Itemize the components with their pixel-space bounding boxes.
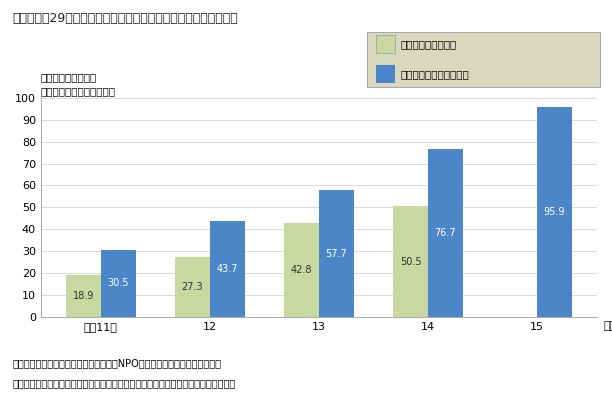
Text: （無洗米：万トン）: （無洗米：万トン）: [41, 72, 97, 82]
Text: （自動食器洗い機：万台）: （自動食器洗い機：万台）: [41, 86, 116, 96]
Text: 76.7: 76.7: [435, 228, 456, 238]
Text: ２．　自動食器洗い機販売台数：経済産業省「生産動態統計」より作成。: ２． 自動食器洗い機販売台数：経済産業省「生産動態統計」より作成。: [12, 378, 236, 388]
Text: 18.9: 18.9: [73, 291, 94, 301]
Text: 27.3: 27.3: [182, 282, 203, 292]
Bar: [101, 250, 136, 317]
Bar: [175, 257, 210, 317]
Text: 30.5: 30.5: [108, 279, 129, 288]
Bar: [428, 149, 463, 317]
Bar: [537, 107, 572, 317]
Text: 自動食器洗い機販売台数: 自動食器洗い機販売台数: [401, 69, 469, 79]
Text: 無洗米生産量推計値: 無洗米生産量推計値: [401, 39, 457, 49]
Text: 42.8: 42.8: [291, 265, 312, 275]
Text: 50.5: 50.5: [400, 256, 421, 267]
Text: 43.7: 43.7: [217, 264, 238, 274]
Text: （備考）　１．　無洗米生産量推計値：NPO法人全国無洗米協会の推計値。: （備考） １． 無洗米生産量推計値：NPO法人全国無洗米協会の推計値。: [12, 359, 222, 368]
Bar: [284, 223, 319, 317]
Bar: [210, 221, 245, 317]
Text: （年）: （年）: [603, 321, 612, 331]
Text: 95.9: 95.9: [543, 207, 565, 217]
Text: 57.7: 57.7: [326, 249, 347, 258]
Bar: [319, 190, 354, 317]
Text: 第１－序－29図　無洗米生産量と自動食器洗い機販売台数の推移: 第１－序－29図 無洗米生産量と自動食器洗い機販売台数の推移: [12, 12, 238, 25]
Bar: [66, 275, 101, 317]
Bar: [393, 206, 428, 317]
